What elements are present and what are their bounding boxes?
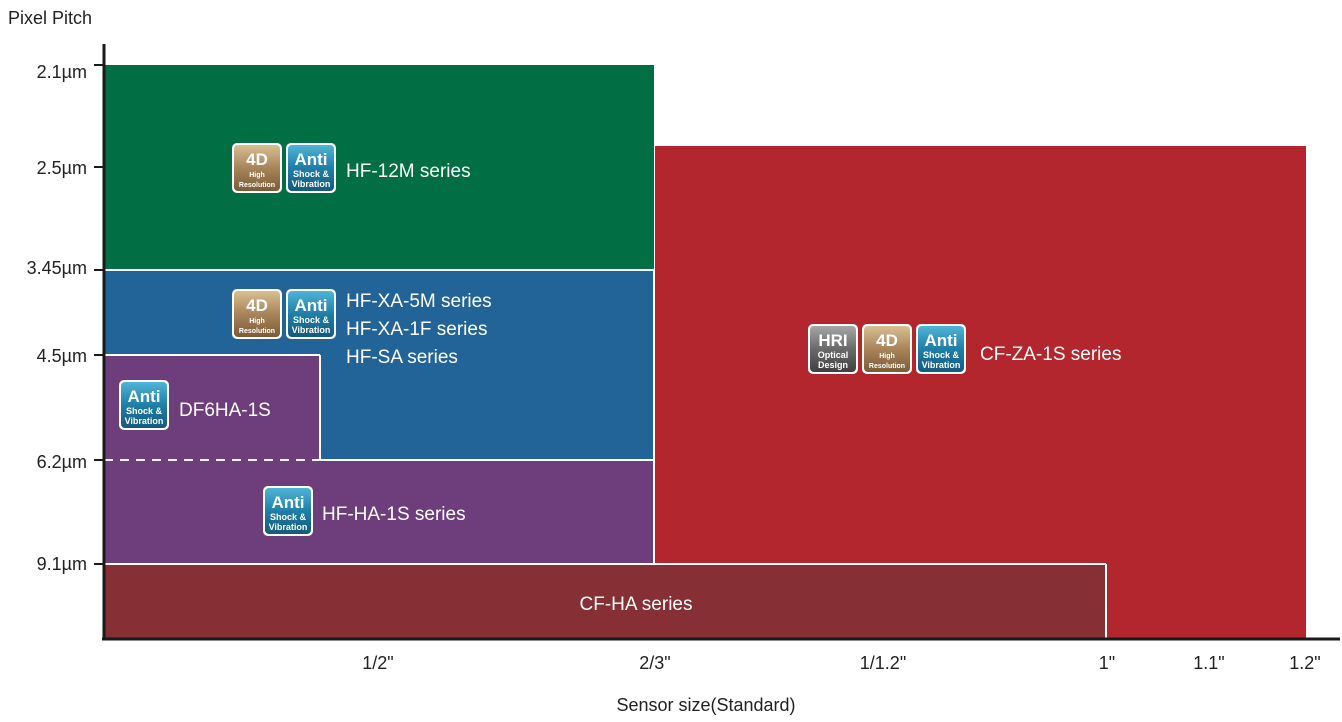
- 4d-high-resolution-badge-icon: 4D High Resolution: [862, 324, 912, 374]
- badge-subtitle-1: High: [879, 353, 895, 360]
- badge-title: Anti: [271, 493, 304, 512]
- x-tick-label: 1.1": [1193, 653, 1224, 673]
- y-tick-label: 2.1µm: [37, 62, 87, 82]
- badge-subtitle-1: Shock &: [293, 315, 330, 325]
- segment-borders: [104, 269, 1107, 638]
- badge-title: 4D: [246, 296, 268, 315]
- badge-subtitle-2: Resolution: [869, 363, 905, 370]
- segment-label: HF-SA series: [346, 347, 458, 368]
- badge-subtitle-1: Shock &: [923, 350, 960, 360]
- y-tick-label: 6.2µm: [37, 452, 87, 472]
- y-tick-label: 2.5µm: [37, 158, 87, 178]
- y-ticks: 2.1µm 2.5µm 3.45µm 4.5µm 6.2µm 9.1µm: [27, 62, 104, 574]
- badge-title: 4D: [876, 331, 898, 350]
- x-axis-title: Sensor size(Standard): [616, 695, 795, 715]
- segment-label: HF-HA-1S series: [322, 504, 466, 525]
- segment-cf-za-1s: [655, 146, 1306, 638]
- segment-hf-ha-1s: [104, 460, 654, 564]
- x-ticks: 1/2" 2/3" 1/1.2" 1" 1.1" 1.2": [362, 653, 1320, 673]
- segment-label: HF-XA-1F series: [346, 319, 487, 340]
- segment-label: DF6HA-1S: [179, 400, 271, 421]
- x-tick-label: 1": [1099, 653, 1115, 673]
- badge-title: Anti: [924, 331, 957, 350]
- segment-label: HF-12M series: [346, 161, 471, 182]
- 4d-high-resolution-badge-icon: 4D High Resolution: [232, 289, 282, 339]
- badge-subtitle-1: High: [249, 172, 265, 179]
- badge-title: Anti: [127, 387, 160, 406]
- badge-subtitle-2: Resolution: [239, 182, 275, 189]
- badge-subtitle-2: Vibration: [292, 179, 331, 189]
- badge-subtitle-2: Design: [818, 360, 848, 370]
- badge-title: HRI: [818, 331, 847, 350]
- segment-cf-ha: [104, 564, 1106, 638]
- x-tick-label: 1.2": [1289, 653, 1320, 673]
- badge-subtitle-1: Shock &: [293, 169, 330, 179]
- segment-label: HF-XA-5M series: [346, 291, 492, 312]
- segment-hf-12m: [104, 65, 654, 270]
- badge-subtitle-2: Vibration: [922, 360, 961, 370]
- badge-title: Anti: [294, 296, 327, 315]
- y-tick-label: 3.45µm: [27, 258, 87, 278]
- 4d-high-resolution-badge-icon: 4D High Resolution: [232, 143, 282, 193]
- badge-subtitle-1: High: [249, 318, 265, 325]
- x-tick-label: 1/2": [362, 653, 393, 673]
- badge-subtitle-2: Vibration: [125, 416, 164, 426]
- x-tick-label: 1/1.2": [860, 653, 906, 673]
- segment-label: CF-ZA-1S series: [980, 344, 1121, 365]
- badge-subtitle-1: Shock &: [270, 512, 307, 522]
- badge-subtitle-1: Shock &: [126, 406, 163, 416]
- badge-subtitle-2: Resolution: [239, 328, 275, 335]
- badge-subtitle-2: Vibration: [292, 325, 331, 335]
- badge-subtitle-2: Vibration: [269, 522, 308, 532]
- y-tick-label: 9.1µm: [37, 554, 87, 574]
- x-tick-label: 2/3": [639, 653, 670, 673]
- badge-title: Anti: [294, 150, 327, 169]
- y-axis-title: Pixel Pitch: [8, 8, 92, 28]
- y-tick-label: 4.5µm: [37, 346, 87, 366]
- badge-title: 4D: [246, 150, 268, 169]
- badge-subtitle-1: Optical: [818, 350, 849, 360]
- segment-label: CF-HA series: [580, 594, 693, 615]
